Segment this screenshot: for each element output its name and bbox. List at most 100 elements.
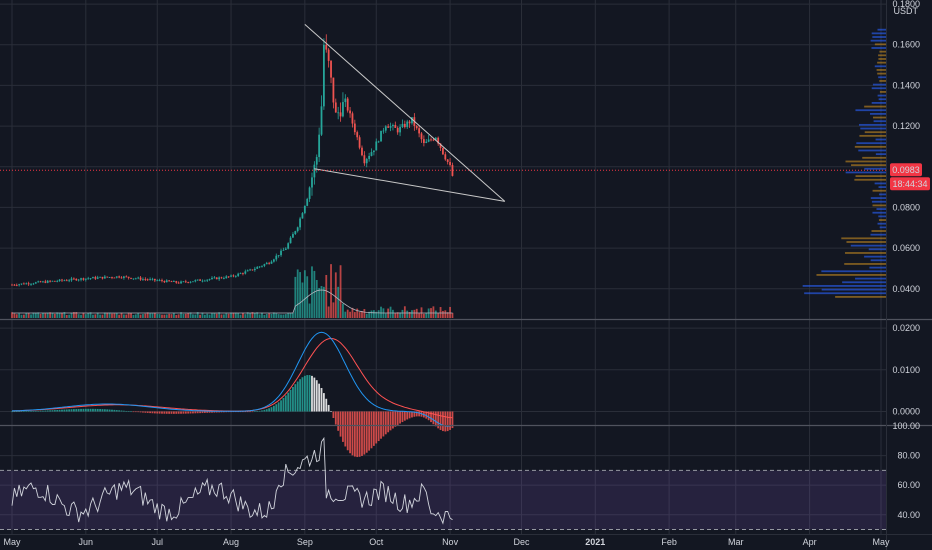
candle-body — [287, 243, 290, 249]
candle-body — [32, 283, 35, 285]
macd-histogram-bar — [65, 409, 68, 412]
candle-body — [13, 284, 16, 286]
macd-histogram-bar — [377, 411, 380, 442]
volume-bar — [346, 309, 349, 318]
time-scale[interactable]: May Jun Jul Aug Sep Oct Nov Dec 2021 Feb Mar Apr May — [3, 537, 890, 547]
macd-tick-label: 0.0000 — [892, 406, 920, 416]
volume-bar — [49, 312, 51, 318]
macd-histogram-bar — [134, 411, 137, 413]
candle-body — [296, 227, 299, 232]
macd-histogram-bar — [413, 411, 416, 417]
candle-body — [192, 281, 194, 283]
macd-histogram-bar — [220, 411, 223, 413]
candle-body — [215, 277, 218, 280]
volume-bar — [442, 310, 444, 318]
candle-body — [142, 279, 144, 280]
candle-body — [337, 112, 340, 114]
volume-profile-bar — [878, 186, 886, 188]
volume-profile-bar — [856, 142, 886, 145]
macd-histogram-bar — [301, 377, 304, 412]
volume-profile-bar — [877, 61, 886, 64]
volume-bar — [199, 314, 201, 318]
candle-body — [153, 278, 156, 281]
candle-body — [82, 278, 85, 280]
volume-profile-bar — [835, 295, 886, 298]
candle-body — [406, 121, 409, 128]
volume-profile-bar — [870, 233, 886, 236]
volume-bar — [311, 266, 313, 318]
volume-profile-bar — [854, 178, 886, 181]
volume-profile-bar — [871, 230, 886, 232]
candle-body — [125, 276, 128, 278]
volume-bar — [80, 314, 82, 318]
volume-bar — [51, 312, 54, 318]
volume-bar — [399, 312, 401, 318]
candle-body — [265, 262, 268, 265]
volume-bar — [380, 306, 382, 318]
volume-bar — [282, 314, 285, 318]
macd-histogram-bar — [406, 411, 409, 420]
macd-tick-label: 0.0200 — [892, 323, 920, 333]
volume-bar — [270, 313, 273, 318]
macd-histogram-bar — [449, 411, 451, 430]
volume-bar — [184, 313, 187, 318]
macd-histogram-bar — [403, 411, 406, 421]
candle-body — [94, 277, 97, 279]
macd-histogram-bar — [275, 404, 278, 412]
rsi-tick-label: 80.00 — [897, 451, 920, 461]
macd-histogram-bar — [270, 407, 273, 412]
volume-bar — [451, 312, 454, 318]
macd-histogram-bar — [439, 411, 442, 430]
macd-histogram-bar — [313, 377, 316, 412]
volume-bar — [234, 312, 237, 318]
candle-body — [68, 280, 71, 282]
candle-body — [261, 265, 263, 267]
candle-body — [161, 280, 163, 282]
volume-profile-bar — [871, 32, 886, 35]
volume-bar — [363, 309, 366, 318]
volume-bar — [418, 313, 421, 318]
volume-profile-bar — [874, 182, 886, 185]
volume-bar — [77, 314, 80, 318]
macd-histogram-bar — [392, 411, 394, 429]
volume-bar — [108, 312, 111, 318]
candle-body — [175, 281, 178, 283]
macd-histogram-bar — [320, 388, 323, 412]
macd-histogram-bar — [287, 392, 290, 412]
macd-histogram-bar — [418, 411, 421, 417]
macd-histogram-bar — [408, 411, 411, 419]
candle-body — [101, 276, 104, 279]
candle-body — [194, 280, 197, 282]
macd-histogram-bar — [99, 409, 101, 412]
volume-bar — [44, 313, 47, 318]
volume-profile-bar — [872, 36, 886, 38]
volume-bar — [287, 313, 290, 318]
macd-histogram-bar — [132, 411, 135, 413]
candle-body — [182, 281, 185, 283]
macd-histogram-bar — [187, 411, 190, 414]
price-tags: 0.0983 18:44:34 — [890, 163, 930, 191]
macd-histogram-bar — [227, 411, 230, 413]
candle-body — [256, 267, 259, 269]
volume-profile-bar — [864, 131, 886, 134]
candle-body — [294, 231, 297, 235]
triangle-trendlines[interactable] — [0, 24, 886, 202]
volume-ma-line — [12, 289, 453, 314]
volume-profile-bar — [842, 281, 886, 284]
volume-bar — [337, 286, 340, 318]
volume-bar — [296, 269, 299, 318]
macd-histogram-bar — [322, 393, 325, 412]
volume-bar — [46, 312, 49, 318]
volume-profile — [802, 28, 886, 298]
time-tick-label: May — [872, 537, 890, 547]
volume-profile-bar — [816, 274, 886, 276]
macd-histogram-bar — [358, 411, 361, 457]
candle-body — [384, 126, 387, 131]
macd-histogram-bar — [68, 409, 71, 412]
volume-bar — [196, 312, 199, 318]
volume-profile-bar — [869, 266, 886, 269]
